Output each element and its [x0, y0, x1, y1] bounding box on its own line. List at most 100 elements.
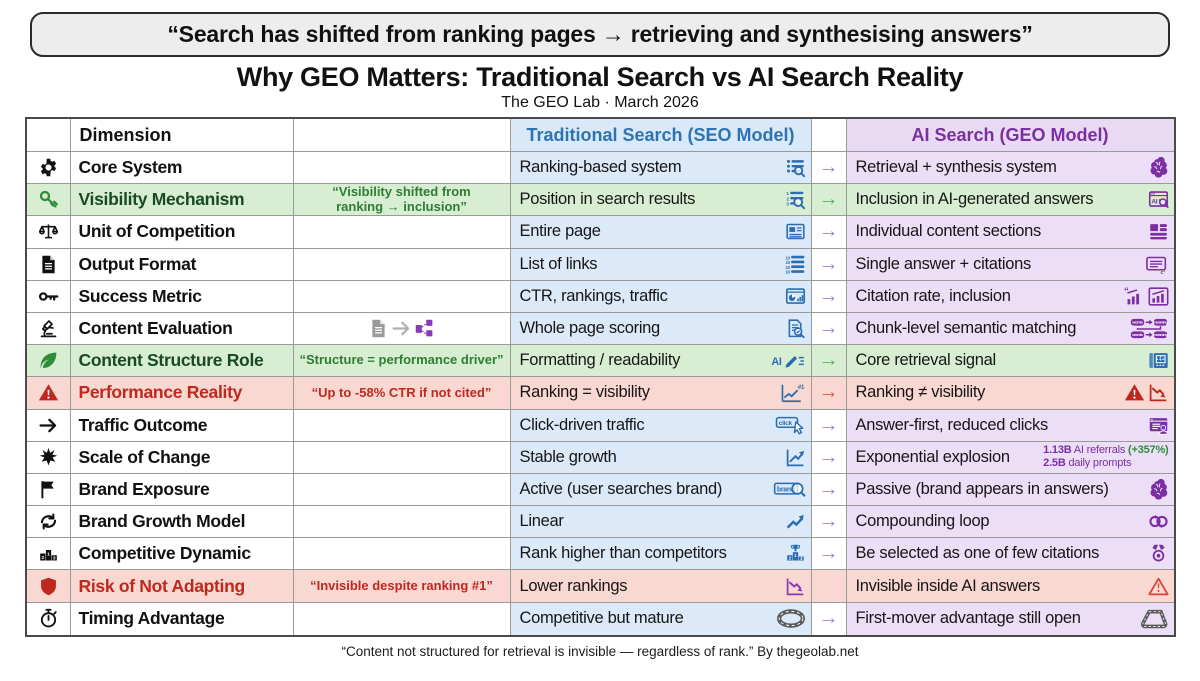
ai-icon-group: [1144, 350, 1169, 371]
dimension-label: Scale of Change: [78, 446, 211, 467]
flow-arrow-icon: →: [818, 607, 839, 630]
warn-filled-icon: [38, 382, 59, 403]
traditional-icon-group: [772, 609, 806, 628]
flow-arrow-cell: →: [811, 216, 847, 249]
note-cell: [293, 473, 511, 507]
dashboard-icon: [785, 286, 806, 307]
dimension-label-cell: Content Structure Role: [70, 345, 294, 378]
flow-arrow-cell: →: [811, 377, 847, 410]
traditional-icon-group: [781, 157, 806, 178]
warn-outline-icon: [1148, 576, 1169, 597]
note-text: “Invisible despite ranking #1”: [310, 577, 493, 593]
page-icon: [785, 221, 806, 242]
note-cell: [293, 409, 511, 442]
dimension-label-cell: Timing Advantage: [70, 602, 294, 635]
ai-cell: Exponential explosion 1.13B AI referrals …: [846, 441, 1174, 474]
ai-icon-group: [1144, 415, 1169, 436]
ranklist-icon: [785, 254, 806, 275]
ai-stat-note: 1.13B AI referrals (+357%) 2.5B daily pro…: [1043, 444, 1169, 470]
traditional-icon-group: [781, 254, 806, 275]
flow-arrow-icon: →: [818, 510, 839, 533]
dimension-label: Visibility Mechanism: [78, 189, 245, 210]
flow-arrow-cell: →: [811, 184, 847, 217]
brand-search-icon: [773, 479, 806, 500]
chart-down-icon: [785, 576, 806, 597]
flow-arrow-cell: →: [811, 538, 847, 571]
dimension-icon-cell: [26, 377, 71, 410]
dimension-icon-cell: [26, 248, 71, 281]
ai-icon-group: [1120, 382, 1169, 403]
note-text: “Up to -58% CTR if not cited”: [311, 384, 492, 400]
traditional-icon-group: [776, 382, 806, 404]
flow-arrow-cell: →: [811, 602, 847, 635]
dimension-label: Output Format: [78, 253, 197, 274]
flow-arrow-icon: →: [818, 445, 839, 468]
doc-search-icon: [785, 318, 806, 339]
loop-icon: [38, 511, 59, 532]
dimension-label: Traffic Outcome: [78, 414, 208, 435]
ai-cell: Invisible inside AI answers: [846, 570, 1174, 603]
traditional-icon-group: [769, 479, 806, 500]
dimension-label: Brand Exposure: [78, 478, 210, 499]
ai-icon-group: [1144, 221, 1169, 242]
dimension-icon-cell: [26, 280, 71, 313]
traditional-icon-group: [781, 543, 806, 564]
flow-arrow-cell: →: [811, 280, 847, 313]
note-cell: [293, 538, 511, 571]
ai-text: Answer-first, reduced clicks: [855, 415, 1049, 434]
header-quote-banner: “Search has shifted from ranking pages →…: [30, 12, 1170, 57]
flow-arrow-cell: →: [811, 441, 847, 474]
page-title: Why GEO Matters: Traditional Search vs A…: [236, 62, 964, 92]
growth-icon: [785, 447, 806, 468]
ai-text: First-mover advantage still open: [855, 609, 1081, 628]
flow-arrow-cell: [811, 570, 847, 603]
ai-cell: Single answer + citations: [846, 248, 1174, 281]
dimension-label-cell: Content Evaluation: [70, 312, 294, 346]
traditional-text: Position in search results: [519, 190, 696, 209]
podium-icon: [38, 543, 59, 564]
ai-cell: Passive (brand appears in answers): [846, 473, 1174, 507]
flow-arrow-cell: →: [811, 345, 847, 378]
flow-arrow-icon: →: [818, 349, 839, 372]
ai-text: Chunk-level semantic matching: [855, 319, 1077, 338]
dimension-label-cell: Visibility Mechanism: [70, 184, 294, 217]
cite-chart1-icon: [1124, 286, 1145, 307]
flow-arrow-cell: →: [811, 409, 847, 442]
dimension-label-cell: Core System: [70, 152, 294, 185]
arrow-right-icon: [391, 318, 412, 339]
semantic-icon: [1129, 317, 1169, 340]
traditional-text: Ranking-based system: [519, 158, 682, 177]
traditional-cell: Competitive but mature: [510, 602, 812, 635]
ai-text: Inclusion in AI-generated answers: [855, 190, 1094, 209]
key-tilt-icon: [38, 189, 59, 210]
dimension-label-cell: Unit of Competition: [70, 216, 294, 249]
cite-chart2-icon: [1148, 286, 1169, 307]
note-cell: [293, 312, 511, 346]
ai-cell: Chunk-level semantic matching: [846, 312, 1174, 346]
traditional-text: List of links: [519, 254, 598, 273]
traditional-icon-group: [771, 415, 806, 436]
flow-arrow-icon: →: [818, 477, 839, 500]
col-header-dimension: Dimension: [70, 119, 294, 152]
dimension-icon-cell: [26, 570, 71, 603]
traditional-icon-group: [781, 221, 806, 242]
traditional-text: Competitive but mature: [519, 609, 684, 628]
traditional-cell: Linear: [510, 506, 812, 539]
ai-icon-group: [1120, 286, 1169, 307]
note-cell: [293, 280, 511, 313]
rise-arrow-icon: [785, 511, 806, 532]
microscope-icon: [38, 318, 59, 339]
dimension-label-cell: Success Metric: [70, 280, 294, 313]
leaf-icon: [38, 350, 59, 371]
note-cell: [293, 441, 511, 474]
dimension-icon-cell: [26, 506, 71, 539]
dimension-label: Success Metric: [78, 285, 203, 306]
dimension-label: Performance Reality: [78, 382, 243, 403]
dimension-icon-cell: [26, 409, 71, 442]
col-header-arrow-spacer: [811, 119, 847, 152]
dimension-icon-cell: [26, 602, 71, 635]
ai-icon-group: [1144, 189, 1169, 210]
chunks-icon: [414, 318, 435, 339]
traditional-text: Ranking = visibility: [519, 383, 650, 402]
traditional-cell: CTR, rankings, traffic: [510, 280, 812, 313]
